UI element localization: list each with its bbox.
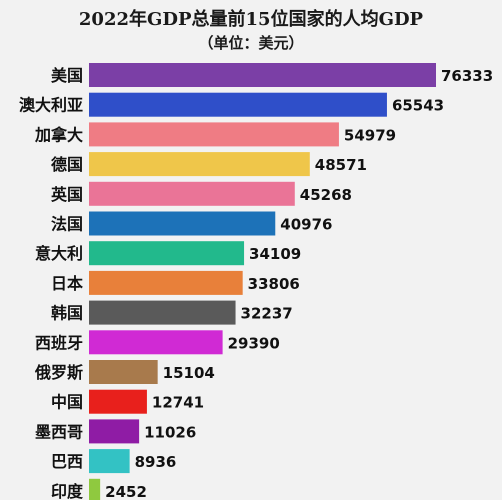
category-label: 日本	[51, 274, 83, 293]
value-label: 48571	[315, 156, 367, 174]
category-label: 印度	[51, 482, 84, 500]
category-label: 法国	[51, 215, 83, 234]
category-label: 美国	[51, 66, 83, 85]
bar	[89, 449, 130, 474]
bar	[89, 211, 276, 236]
bar	[89, 181, 295, 206]
bar	[89, 63, 436, 87]
value-label: 29390	[228, 334, 280, 352]
bar	[89, 92, 387, 117]
value-label: 40976	[280, 216, 332, 234]
bar	[89, 419, 140, 444]
bars-group: 美国 76333 澳大利亚 65543 加拿大 54979 德国 48571 英国 45268 法国…	[19, 63, 493, 500]
category-label: 巴西	[51, 452, 83, 471]
category-label: 中国	[51, 393, 83, 412]
bar	[89, 241, 245, 266]
value-label: 65543	[392, 97, 444, 115]
value-label: 11026	[144, 423, 196, 441]
category-label: 澳大利亚	[19, 96, 83, 115]
bar	[89, 330, 223, 355]
value-label: 15104	[163, 364, 215, 382]
bar	[89, 270, 243, 295]
category-label: 韩国	[51, 304, 83, 323]
value-label: 33806	[248, 275, 300, 293]
bar	[89, 360, 158, 384]
bar	[89, 300, 236, 325]
chart-title: 2022年GDP总量前15位国家的人均GDP	[79, 8, 424, 30]
category-label: 德国	[51, 155, 83, 174]
category-label: 英国	[50, 185, 83, 204]
value-label: 2452	[105, 483, 147, 500]
chart-subtitle: （单位：美元）	[198, 34, 303, 52]
bar	[89, 152, 310, 177]
value-label: 54979	[344, 126, 396, 144]
category-label: 意大利	[35, 244, 83, 263]
bar	[89, 389, 147, 414]
bar	[89, 478, 101, 500]
category-label: 墨西哥	[35, 422, 83, 441]
value-label: 45268	[300, 186, 352, 204]
category-label: 加拿大	[34, 125, 83, 144]
value-label: 76333	[441, 67, 493, 85]
value-label: 12741	[152, 394, 204, 412]
value-label: 32237	[241, 305, 293, 323]
bar	[89, 122, 339, 147]
value-label: 34109	[249, 245, 301, 263]
category-label: 俄罗斯	[34, 363, 83, 382]
category-label: 西班牙	[35, 333, 83, 352]
value-label: 8936	[135, 453, 177, 471]
